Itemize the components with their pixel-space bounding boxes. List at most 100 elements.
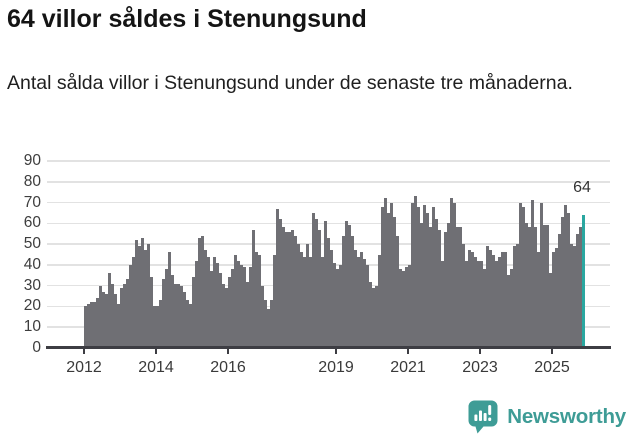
gridline [47,201,610,204]
bar [333,262,336,348]
bar [534,227,537,348]
x-tick [83,348,85,354]
bar [303,256,306,348]
y-tick-label: 90 [23,151,41,169]
bar [381,206,384,348]
bar [267,308,270,348]
bar [207,256,210,348]
gridline [47,180,610,183]
bar [330,250,333,348]
bar [426,212,429,348]
bar [114,293,117,348]
bar [189,304,192,348]
bar [459,227,462,348]
bar [108,273,111,348]
bar [186,300,189,348]
bar [321,256,324,348]
x-tick-label: 2023 [462,359,498,376]
bar [339,264,342,348]
bar [156,306,159,348]
bar [423,204,426,348]
bar [201,235,204,348]
bar [312,212,315,348]
bar [231,269,234,348]
bar [327,237,330,348]
bar [408,264,411,348]
bar [384,198,387,348]
bar [111,283,114,348]
x-tick [479,348,481,354]
bar [132,256,135,348]
bar [87,304,90,348]
page-title: 64 villor såldes i Stenungsund [7,5,367,33]
bar [180,285,183,348]
bar [522,206,525,348]
bar [453,202,456,348]
x-tick-label: 2019 [318,359,354,376]
bar [150,277,153,348]
bar [537,252,540,348]
bar [348,225,351,348]
bar [441,260,444,348]
bar [120,287,123,348]
bar [378,254,381,348]
bar [354,250,357,348]
x-tick-label: 2012 [66,359,102,376]
bar [324,221,327,348]
x-tick-label: 2014 [138,359,174,376]
bar [171,275,174,348]
bar [162,279,165,348]
bar [399,269,402,348]
bar [213,256,216,348]
x-axis-line [46,346,611,349]
bar [117,304,120,348]
bar [561,217,564,348]
y-tick-label: 10 [23,318,41,336]
bar [375,285,378,348]
x-tick-label: 2016 [210,359,246,376]
bar [507,275,510,348]
bar [369,281,372,348]
bar [243,266,246,348]
bar [396,235,399,348]
bar [90,302,93,348]
bar [567,212,570,348]
y-tick-label: 30 [23,276,41,294]
bar [558,233,561,348]
bar [414,196,417,348]
y-tick-label: 50 [23,235,41,253]
bar [273,254,276,348]
gridline [47,160,610,162]
bar [99,285,102,348]
bar [138,246,141,348]
bar [159,300,162,348]
bar [246,281,249,348]
bar [294,235,297,348]
bar [249,266,252,348]
bar [129,264,132,348]
x-tick [335,348,337,354]
x-tick-label: 2025 [534,359,570,376]
bar [168,252,171,348]
bar [435,219,438,348]
bar [468,250,471,348]
bar [252,229,255,348]
bar [366,264,369,348]
bar [291,229,294,348]
bar [519,202,522,348]
bar [573,246,576,348]
bar [471,252,474,348]
bar [363,258,366,348]
bar [525,223,528,348]
bar [477,260,480,348]
bar [309,256,312,348]
bar [429,227,432,348]
bar [126,279,129,348]
bar [315,219,318,348]
bar [579,227,582,348]
bar [141,237,144,348]
bar [165,269,168,348]
bar [195,260,198,348]
bar [492,254,495,348]
newsworthy-logo[interactable]: Newsworthy [468,400,626,434]
